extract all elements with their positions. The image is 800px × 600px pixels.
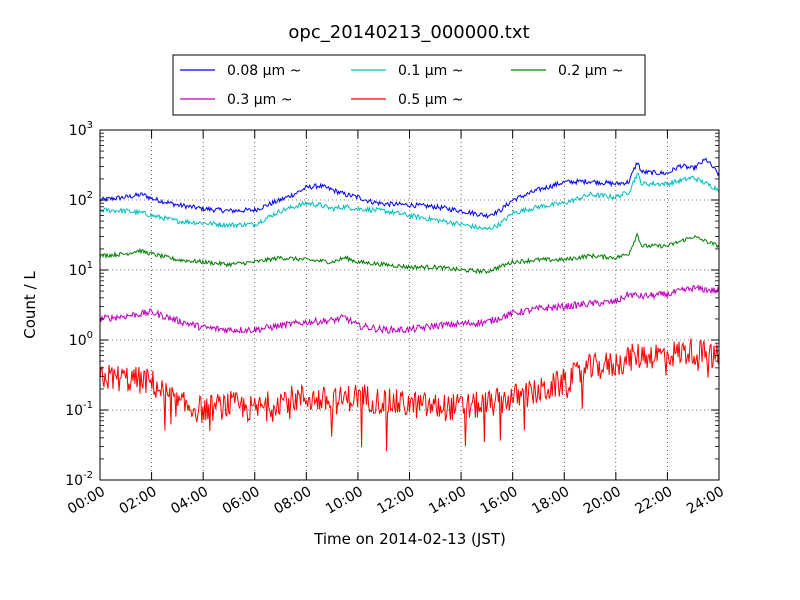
y-axis-label: Count / L xyxy=(21,271,39,339)
y-tick-exponent: 2 xyxy=(87,190,93,201)
y-tick-base: 10 xyxy=(69,263,87,279)
legend-label: 0.2 μm ~ xyxy=(558,63,623,79)
y-tick-exponent: 3 xyxy=(87,120,93,131)
y-tick-label: 102 xyxy=(69,190,93,209)
legend-box xyxy=(172,54,646,116)
plot-area xyxy=(99,129,720,481)
y-tick-exponent: -1 xyxy=(83,400,93,411)
legend-label: 0.5 μm ~ xyxy=(398,92,463,108)
y-tick-base: 10 xyxy=(69,193,87,209)
y-tick-label: 101 xyxy=(69,260,93,279)
series-line xyxy=(99,232,720,275)
legend-label: 0.1 μm ~ xyxy=(398,63,463,79)
series-line xyxy=(99,284,720,335)
legend-label: 0.3 μm ~ xyxy=(227,92,292,108)
series-line xyxy=(99,338,720,452)
y-tick-base: 10 xyxy=(65,473,83,489)
y-tick-base: 10 xyxy=(69,123,87,139)
series-line xyxy=(99,157,720,219)
y-tick-label: 10-1 xyxy=(65,400,93,419)
series-lines xyxy=(99,157,720,452)
legend: 0.08 μm ~ 0.1 μm ~ 0.2 μm ~ 0.3 μm ~ 0.5 μm … xyxy=(172,54,646,116)
y-tick-label: 10-2 xyxy=(65,470,93,489)
x-axis-label: Time on 2014-02-13 (JST) xyxy=(313,530,506,548)
y-tick-base: 10 xyxy=(69,333,87,349)
axis-ticks xyxy=(99,129,720,481)
y-tick-exponent: 0 xyxy=(87,330,93,341)
legend-label: 0.08 μm ~ xyxy=(227,63,301,79)
series-line xyxy=(99,172,720,231)
y-tick-exponent: 1 xyxy=(87,260,93,271)
y-tick-label: 103 xyxy=(69,120,93,139)
plot-frame xyxy=(99,129,720,481)
chart-title: opc_20140213_000000.txt xyxy=(288,22,529,43)
y-tick-exponent: -2 xyxy=(83,470,93,481)
y-tick-label: 100 xyxy=(69,330,93,349)
y-tick-base: 10 xyxy=(65,403,83,419)
